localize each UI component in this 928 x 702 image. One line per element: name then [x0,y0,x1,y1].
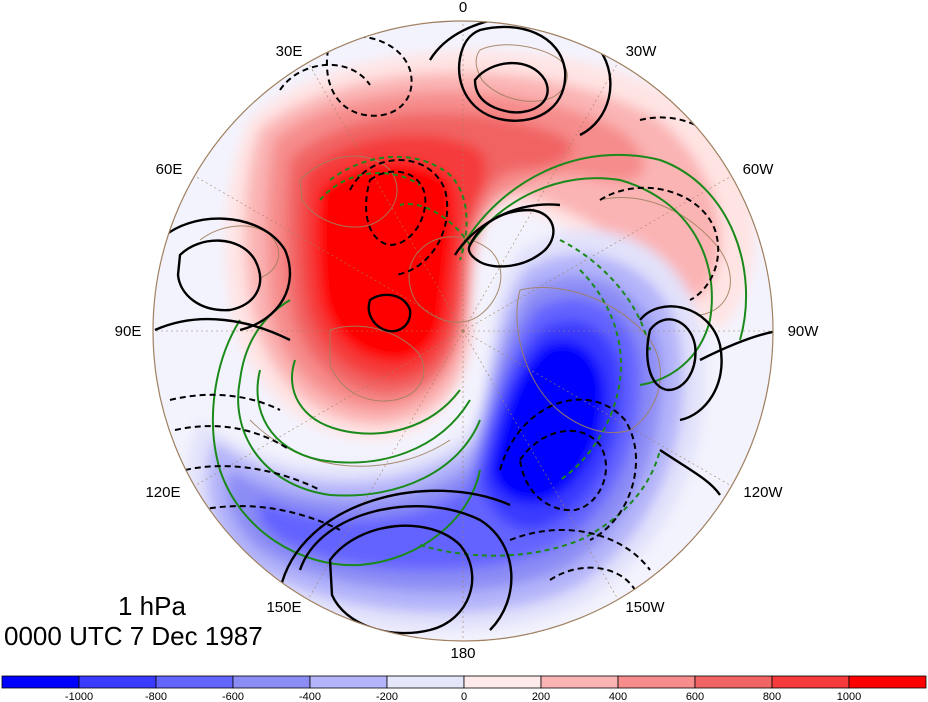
colorbar-tick-label: 400 [609,691,627,702]
lon-label-30e: 30E [276,43,303,60]
pressure-level-label: 1 hPa [118,591,186,621]
valid-time-label: 0000 UTC 7 Dec 1987 [4,621,263,651]
colorbar-swatch [694,675,773,689]
lon-label-120e: 120E [145,484,180,501]
colorbar-swatch [78,675,157,689]
colorbar-swatch [617,675,696,689]
lon-label-180: 180 [450,645,475,662]
colorbar-swatch [771,675,850,689]
colorbar-tick-label: -600 [222,691,244,702]
colorbar-tick-label: 600 [686,691,704,702]
colorbar-tick-label: 200 [532,691,550,702]
lon-label-30w: 30W [626,43,658,60]
colorbar-swatch [155,675,234,689]
shaded-field [153,21,773,641]
map-border [152,20,774,642]
lon-label-150w: 150W [625,599,665,616]
colorbar: -1000 -800 -600 -400 -200 0 200 400 600 800 1000 [1,675,927,702]
lon-label-60w: 60W [743,161,775,178]
lon-label-0: 0 [459,0,467,16]
lon-label-90w: 90W [788,323,820,340]
graticule [153,21,773,641]
lon-label-150e: 150E [266,599,301,616]
lon-label-60e: 60E [156,161,183,178]
colorbar-swatch [386,675,465,689]
colorbar-tick-label: 0 [461,691,467,702]
lon-label-90e: 90E [115,323,142,340]
colorbar-swatch [463,675,542,689]
colorbar-swatch [540,675,619,689]
colorbar-swatch [309,675,388,689]
colorbar-tick-label: -200 [376,691,398,702]
colorbar-tick-label: -400 [299,691,321,702]
lon-label-120w: 120W [743,484,783,501]
longitude-labels: 0 30W 60W 90W 120W 150W 180 150E 120E 90… [115,0,820,662]
colorbar-swatch [848,675,927,689]
colorbar-swatch [1,675,80,689]
colorbar-tick-label: 1000 [837,691,861,702]
colorbar-swatch [232,675,311,689]
colorbar-tick-label: -1000 [65,691,93,702]
colorbar-tick-label: 800 [763,691,781,702]
colorbar-tick-label: -800 [145,691,167,702]
